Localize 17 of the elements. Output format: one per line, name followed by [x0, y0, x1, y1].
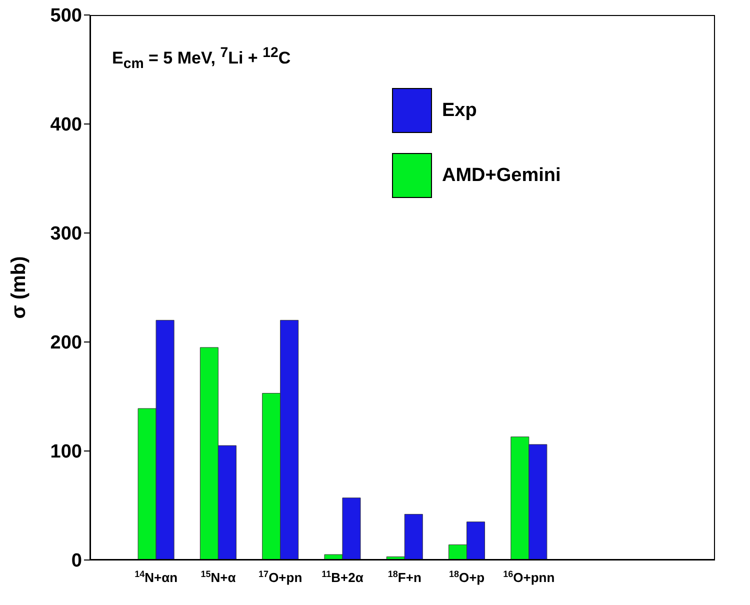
x-tick-label: $^{11}$B+2α [322, 569, 364, 585]
x-tick-label: $^{14}$N+αn [134, 569, 178, 585]
y-tick-label: 100 [50, 442, 82, 463]
x-tick-label: $^{17}$O+pn [258, 569, 302, 585]
legend-label: Exp [442, 100, 477, 122]
x-tick-label: $^{18}$O+p [448, 569, 485, 585]
x-tick-label: $^{16}$O+pnn [503, 569, 555, 585]
y-tick-label: 0 [71, 550, 82, 572]
annotation: E$_{cm}$ = 5 MeV, $^{7}$Li + $^{12}$C [112, 45, 291, 72]
y-tick-label: 400 [50, 114, 82, 136]
y-tick-label: 200 [50, 332, 82, 354]
y-tick-label: 300 [50, 224, 82, 245]
y-tick-label: 500 [50, 6, 82, 27]
y-axis-title: σ (mb) [8, 256, 30, 319]
x-tick-label: $^{18}$F+n [388, 569, 422, 585]
legend-label: AMD+Gemini [442, 164, 561, 186]
x-tick-label: $^{15}$N+α [200, 569, 236, 585]
